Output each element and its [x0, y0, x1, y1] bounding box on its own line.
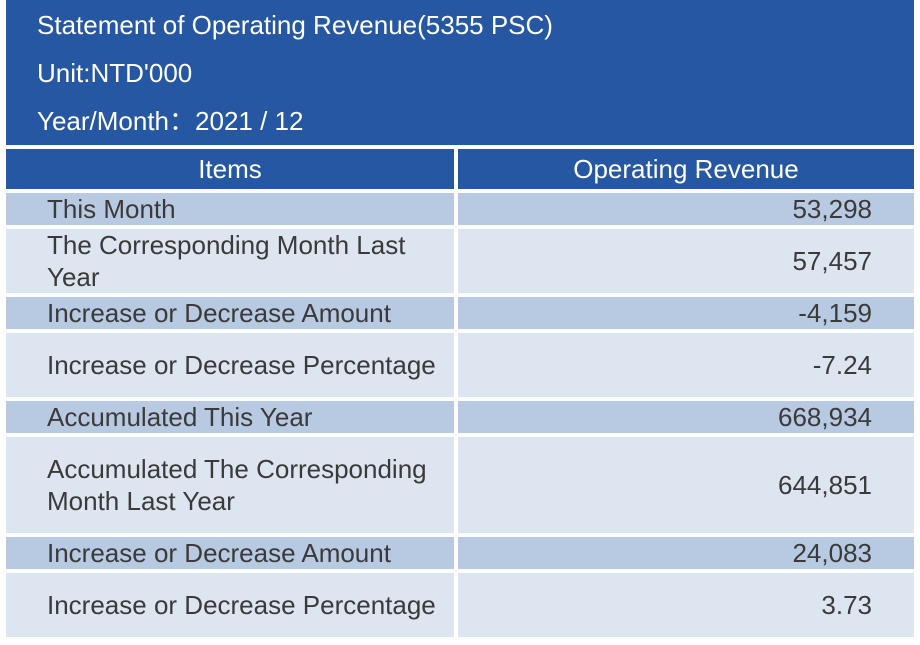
table-row: Increase or Decrease Amount -4,159 [6, 297, 914, 329]
row-item-label: Increase or Decrease Amount [6, 297, 458, 329]
table-row: This Month 53,298 [6, 193, 914, 225]
row-value: 53,298 [458, 193, 914, 225]
row-item-label: Increase or Decrease Percentage [6, 333, 458, 397]
column-header-items: Items [6, 149, 458, 189]
table-row: Increase or Decrease Amount 24,083 [6, 537, 914, 569]
row-item-label: Accumulated This Year [6, 401, 458, 433]
table-row: Increase or Decrease Percentage -7.24 [6, 333, 914, 397]
row-item-label: Increase or Decrease Percentage [6, 573, 458, 637]
row-value: 644,851 [458, 437, 914, 533]
column-header-operating-revenue: Operating Revenue [458, 149, 914, 189]
row-value: 24,083 [458, 537, 914, 569]
row-item-label: Accumulated The Corresponding Month Last… [6, 437, 458, 533]
unit-label: Unit:NTD'000 [37, 58, 193, 88]
row-value: -4,159 [458, 297, 914, 329]
row-item-label: The Corresponding Month Last Year [6, 229, 458, 293]
table-row: The Corresponding Month Last Year 57,457 [6, 229, 914, 293]
table-header-row: Items Operating Revenue [6, 149, 914, 189]
table-row: Accumulated This Year 668,934 [6, 401, 914, 433]
row-item-label: This Month [6, 193, 458, 225]
period-label: Year/Month：2021 / 12 [37, 106, 304, 136]
row-value: 57,457 [458, 229, 914, 293]
row-value: 668,934 [458, 401, 914, 433]
statement-header: Statement of Operating Revenue(5355 PSC)… [6, 0, 914, 145]
row-value: 3.73 [458, 573, 914, 637]
table-row: Accumulated The Corresponding Month Last… [6, 437, 914, 533]
row-item-label: Increase or Decrease Amount [6, 537, 458, 569]
revenue-table: Items Operating Revenue This Month 53,29… [6, 145, 914, 641]
table-row: Increase or Decrease Percentage 3.73 [6, 573, 914, 637]
row-value: -7.24 [458, 333, 914, 397]
statement-title: Statement of Operating Revenue(5355 PSC) [37, 10, 553, 40]
